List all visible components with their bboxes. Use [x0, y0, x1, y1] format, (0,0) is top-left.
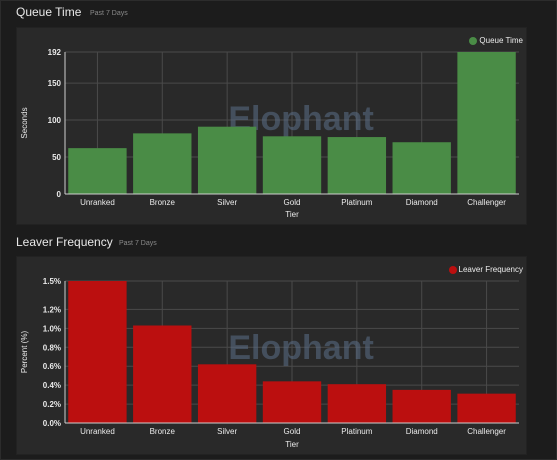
queue-time-subtitle: Past 7 Days	[90, 10, 128, 17]
bar[interactable]	[392, 142, 451, 194]
bar[interactable]	[457, 52, 516, 194]
x-tick-label: Gold	[284, 198, 301, 207]
y-tick-label: 0	[57, 190, 62, 199]
legend-marker-icon	[448, 265, 457, 274]
x-axis-title: Tier	[285, 210, 299, 219]
legend-marker-icon	[469, 36, 478, 45]
y-tick-label: 1.5%	[43, 277, 61, 286]
x-tick-label: Platinum	[341, 198, 372, 207]
queue-time-panel: 0 50 100 150 192 Elophant Unranked Bronze Silver…	[16, 27, 527, 225]
y-tick-label: 0.6%	[43, 362, 61, 371]
bar[interactable]	[133, 133, 192, 194]
bar[interactable]	[68, 148, 127, 194]
y-tick-label: 0.2%	[43, 400, 61, 409]
bar[interactable]	[197, 126, 257, 194]
y-tick-label: 0.4%	[43, 381, 61, 390]
bar[interactable]	[68, 281, 127, 423]
x-tick-label: Unranked	[80, 198, 115, 207]
bar[interactable]	[197, 364, 257, 423]
x-tick-label: Diamond	[406, 427, 438, 436]
x-tick-label: Bronze	[150, 427, 176, 436]
bar[interactable]	[262, 381, 322, 423]
y-axis-title: Seconds	[20, 107, 29, 138]
leaver-frequency-panel: 0.0% 0.2% 0.4% 0.6% 0.8% 1.0% 1.2% 1.5% Elophant…	[16, 256, 527, 455]
x-axis-title: Tier	[285, 440, 299, 449]
x-tick-label: Diamond	[406, 198, 438, 207]
y-tick-label: 1.2%	[43, 305, 61, 314]
queue-time-title: Queue Time	[16, 5, 82, 19]
x-tick-label: Bronze	[150, 198, 176, 207]
y-tick-label: 150	[48, 79, 62, 88]
bar[interactable]	[392, 389, 451, 423]
bar[interactable]	[133, 325, 192, 423]
bar[interactable]	[327, 384, 387, 423]
x-tick-label: Platinum	[341, 427, 372, 436]
leaver-frequency-legend[interactable]: Leaver Frequency	[448, 265, 523, 274]
queue-time-legend-label: Queue Time	[479, 36, 523, 45]
bar[interactable]	[457, 393, 516, 423]
x-tick-label: Challenger	[467, 427, 506, 436]
y-tick-label: 1.0%	[43, 324, 61, 333]
leaver-frequency-legend-label: Leaver Frequency	[458, 265, 523, 274]
x-tick-label: Challenger	[467, 198, 506, 207]
x-tick-label: Unranked	[80, 427, 115, 436]
queue-time-legend[interactable]: Queue Time	[469, 36, 523, 45]
x-tick-label: Silver	[217, 427, 237, 436]
y-axis-title: Percent (%)	[20, 331, 29, 374]
bar[interactable]	[327, 137, 387, 194]
leaver-frequency-chart: 0.0% 0.2% 0.4% 0.6% 0.8% 1.0% 1.2% 1.5% Elophant…	[20, 277, 519, 449]
leaver-frequency-header: Leaver Frequency Past 7 Days	[0, 230, 557, 258]
leaver-frequency-title: Leaver Frequency	[16, 235, 113, 249]
watermark-logo: Elophant	[228, 329, 373, 367]
y-tick-label: 50	[52, 153, 61, 162]
y-tick-label: 192	[48, 48, 62, 57]
y-tick-label: 100	[48, 116, 62, 125]
leaver-frequency-subtitle: Past 7 Days	[119, 240, 157, 247]
x-tick-label: Silver	[217, 198, 237, 207]
queue-time-header: Queue Time Past 7 Days	[0, 0, 557, 28]
y-tick-label: 0.8%	[43, 343, 61, 352]
bar[interactable]	[262, 136, 322, 194]
y-tick-label: 0.0%	[43, 419, 61, 428]
x-tick-label: Gold	[284, 427, 301, 436]
